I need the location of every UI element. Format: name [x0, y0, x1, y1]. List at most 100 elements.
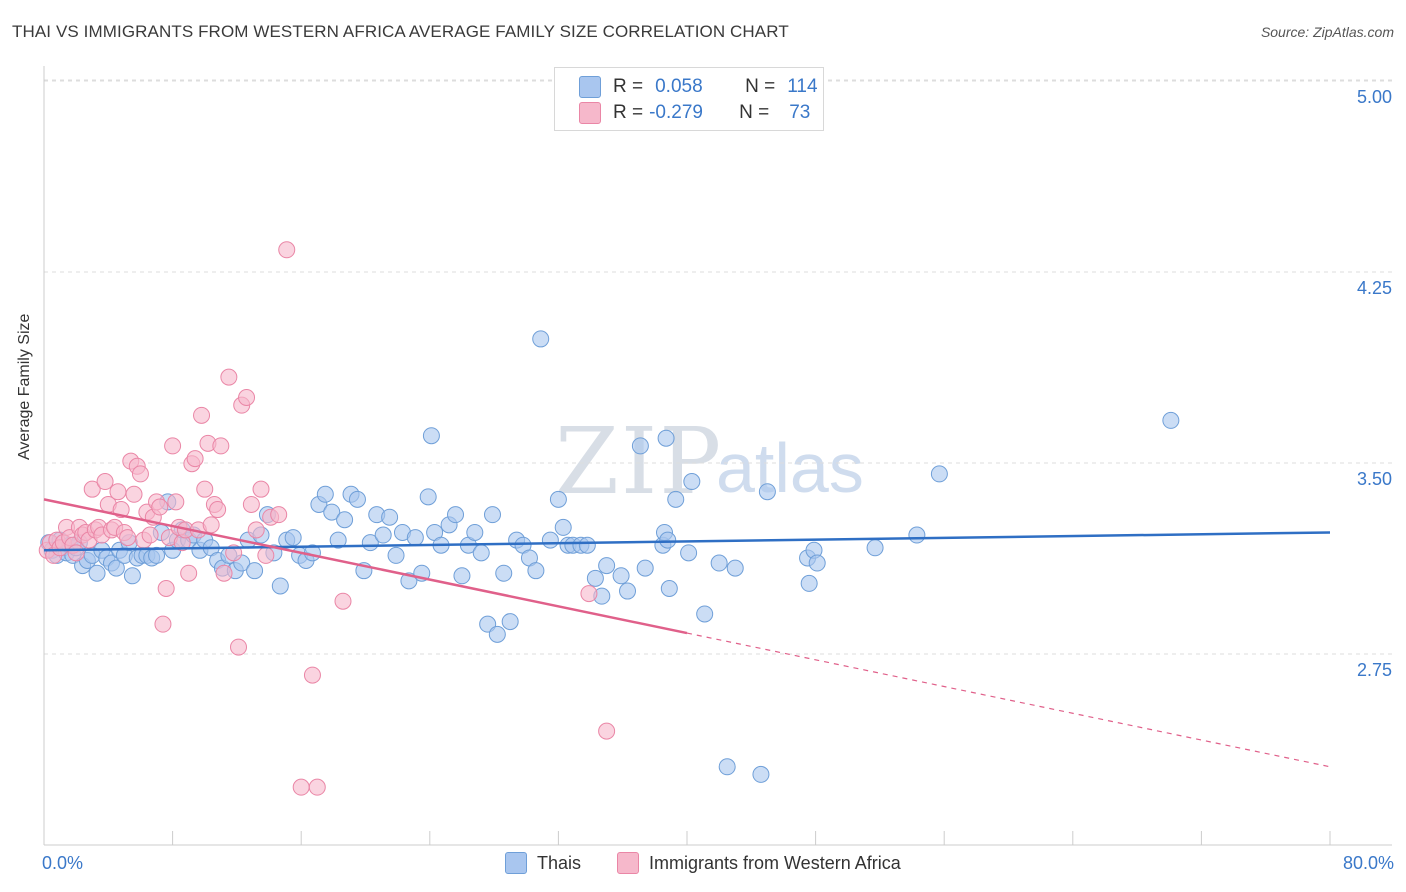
thais-point [348, 490, 366, 508]
immigrants-point [151, 498, 169, 516]
immigrants-point [109, 483, 127, 501]
immigrants-point [202, 516, 220, 534]
thais-point [316, 485, 334, 503]
n-value: 73 [789, 102, 811, 123]
immigrants-point [215, 564, 233, 582]
thais-point [148, 546, 166, 564]
thais-point [908, 526, 926, 544]
immigrants-point [334, 592, 352, 610]
immigrants-point [96, 473, 114, 491]
thais-trend-line [43, 531, 1331, 552]
immigrants-label: Immigrants from Western Africa [649, 852, 901, 873]
thais-point [619, 582, 637, 600]
thais-point [752, 765, 770, 783]
immigrants-trend-line [43, 498, 688, 635]
thais-point [532, 330, 550, 348]
thais-point [680, 544, 698, 562]
immigrants-point [278, 241, 296, 259]
immigrants-point [119, 529, 137, 547]
immigrants-point [270, 506, 288, 524]
thais-point [657, 429, 675, 447]
immigrants-point [67, 544, 85, 562]
y-tick-label: 2.75 [1357, 660, 1392, 680]
immigrants-swatch [617, 852, 639, 874]
thais-swatch [579, 76, 601, 98]
immigrants-point [292, 778, 310, 796]
thais-point [501, 613, 519, 631]
chart-title: THAI VS IMMIGRANTS FROM WESTERN AFRICA A… [12, 22, 789, 41]
thais-label: Thais [537, 852, 582, 873]
thais-point [683, 473, 701, 491]
thais-point [578, 536, 596, 554]
thais-point [422, 427, 440, 445]
immigrants-point [247, 521, 265, 539]
thais-point [123, 567, 141, 585]
thais-point [447, 506, 465, 524]
legend-row-immigrants: R = -0.279 N = 73 [579, 101, 810, 125]
immigrants-trend-extension [686, 632, 1331, 768]
immigrants-point [308, 778, 326, 796]
thais-point [495, 564, 513, 582]
thais-point [284, 529, 302, 547]
thais-point [660, 580, 678, 598]
x-tick-label: 80.0% [1343, 853, 1394, 873]
r-value: -0.279 [649, 102, 703, 123]
immigrants-point [167, 493, 185, 511]
thais-point [659, 531, 677, 549]
immigrants-point [252, 480, 270, 498]
thais-point [549, 490, 567, 508]
thais-point [329, 531, 347, 549]
immigrants-point [186, 450, 204, 468]
thais-point [554, 518, 572, 536]
immigrants-point [580, 585, 598, 603]
r-label: R = [613, 76, 644, 97]
bottom-legend-immigrants: Immigrants from Western Africa [617, 852, 901, 874]
thais-point [667, 490, 685, 508]
thais-point [726, 559, 744, 577]
immigrants-point [154, 615, 172, 633]
legend-row-thais: R = 0.058 N = 114 [579, 75, 818, 99]
n-label: N = [739, 102, 770, 123]
immigrants-point [212, 437, 230, 455]
n-value: 114 [787, 76, 818, 97]
thais-point [483, 506, 501, 524]
immigrants-swatch [579, 102, 601, 124]
thais-point [598, 557, 616, 575]
thais-point [541, 531, 559, 549]
thais-point [586, 569, 604, 587]
immigrants-point [196, 480, 214, 498]
immigrants-point [238, 389, 256, 407]
r-label: R = [613, 102, 644, 123]
thais-point [453, 567, 471, 585]
thais-point [710, 554, 728, 572]
thais-point [419, 488, 437, 506]
thais-point [246, 562, 264, 580]
thais-point [271, 577, 289, 595]
thais-swatch [505, 852, 527, 874]
immigrants-point [209, 501, 227, 519]
thais-point [88, 564, 106, 582]
n-label: N = [745, 76, 776, 97]
thais-point [612, 567, 630, 585]
correlation-legend: R = 0.058 N = 114 R = -0.279 N = 73 [554, 67, 824, 131]
immigrants-point [242, 495, 260, 513]
r-value: 0.058 [655, 76, 703, 97]
thais-point [1162, 411, 1180, 429]
thais-point [107, 559, 125, 577]
immigrants-point [131, 465, 149, 483]
immigrants-point [125, 485, 143, 503]
x-tick-label: 0.0% [42, 853, 83, 873]
immigrants-point [157, 580, 175, 598]
thais-point [800, 574, 818, 592]
thais-point [336, 511, 354, 529]
thais-point [406, 529, 424, 547]
thais-point [488, 625, 506, 643]
watermark-zip: ZIP [555, 408, 724, 515]
thais-point [636, 559, 654, 577]
thais-point [866, 539, 884, 557]
source-credit: Source: ZipAtlas.com [1260, 24, 1394, 40]
immigrants-point [220, 368, 238, 386]
immigrants-point [141, 526, 159, 544]
thais-point [696, 605, 714, 623]
